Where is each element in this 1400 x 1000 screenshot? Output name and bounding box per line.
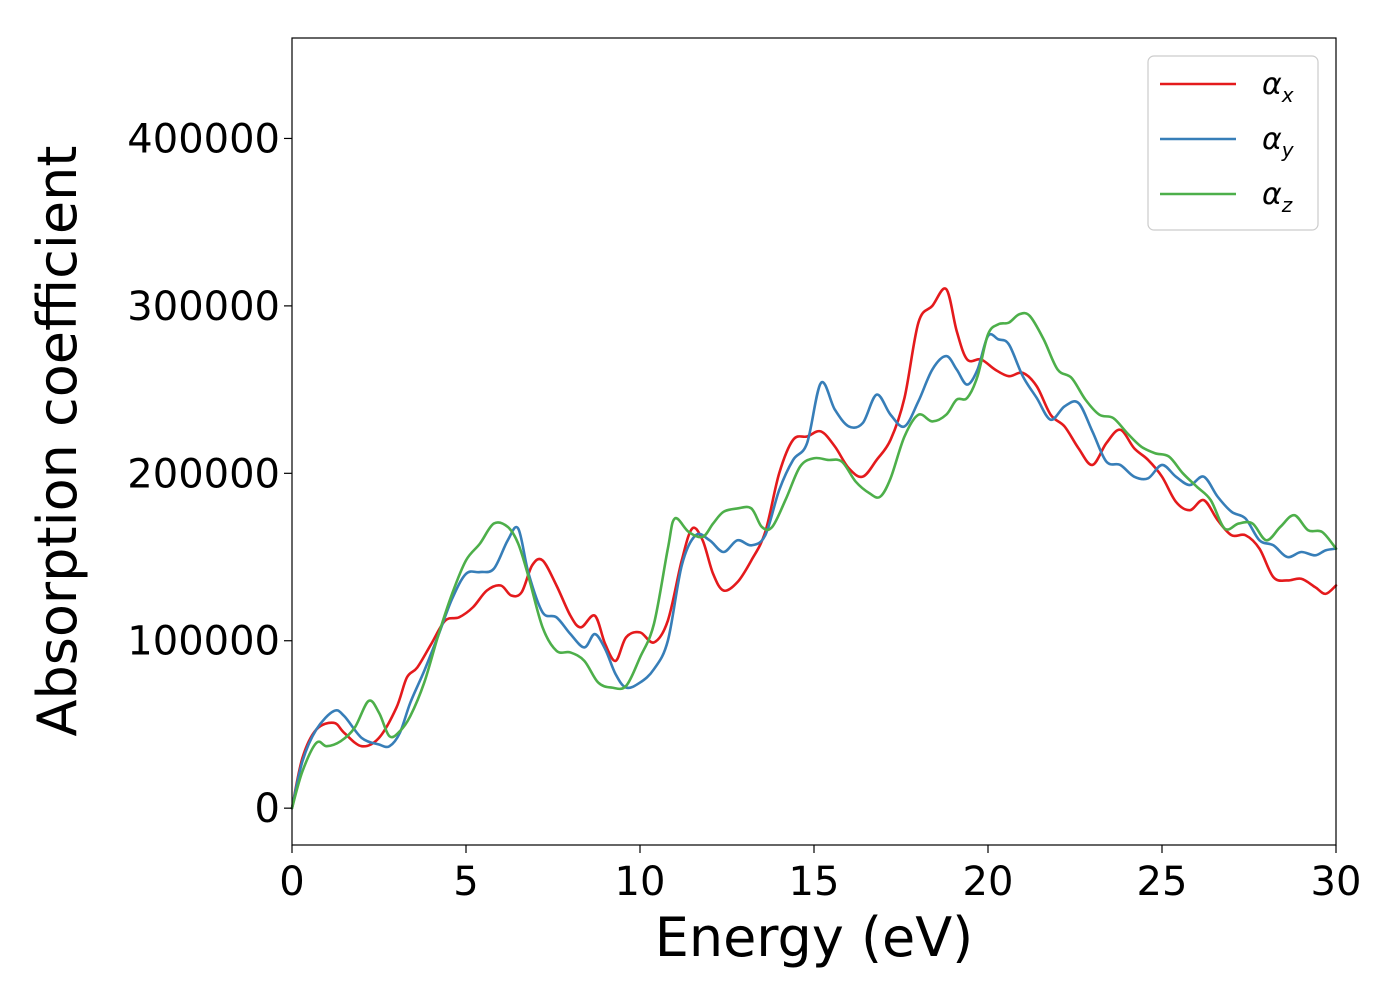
y-tick-label: 400000 xyxy=(127,116,280,162)
y-axis-label: Absorption coefficient xyxy=(26,146,89,737)
x-tick-label: 0 xyxy=(279,859,304,905)
x-tick-label: 25 xyxy=(1137,859,1188,905)
x-axis-label: Energy (eV) xyxy=(655,906,974,969)
series-line-y xyxy=(290,332,1338,810)
series-line-x xyxy=(290,287,1338,810)
legend-label-z: αz xyxy=(1262,177,1293,217)
y-axis-ticks: 0 100000 200000 300000 400000 xyxy=(127,116,292,832)
legend-items: αx αy αz xyxy=(1160,67,1295,217)
legend-label-x: αx xyxy=(1262,67,1294,107)
y-tick-label: 200000 xyxy=(127,451,280,497)
x-tick-label: 15 xyxy=(789,859,840,905)
x-tick-label: 5 xyxy=(453,859,478,905)
y-tick-label: 0 xyxy=(255,786,280,832)
legend-box xyxy=(1147,55,1319,231)
legend: αx αy αz xyxy=(1147,55,1319,231)
y-tick-label: 100000 xyxy=(127,619,280,665)
series-line-z xyxy=(290,311,1338,810)
x-tick-label: 10 xyxy=(615,859,666,905)
series-layer xyxy=(290,287,1338,810)
legend-label-y: αy xyxy=(1262,122,1295,162)
x-axis-ticks: 0 5 10 15 20 25 30 xyxy=(279,845,1361,905)
x-tick-label: 20 xyxy=(963,859,1014,905)
x-tick-label: 30 xyxy=(1311,859,1362,905)
y-tick-label: 300000 xyxy=(127,284,280,330)
